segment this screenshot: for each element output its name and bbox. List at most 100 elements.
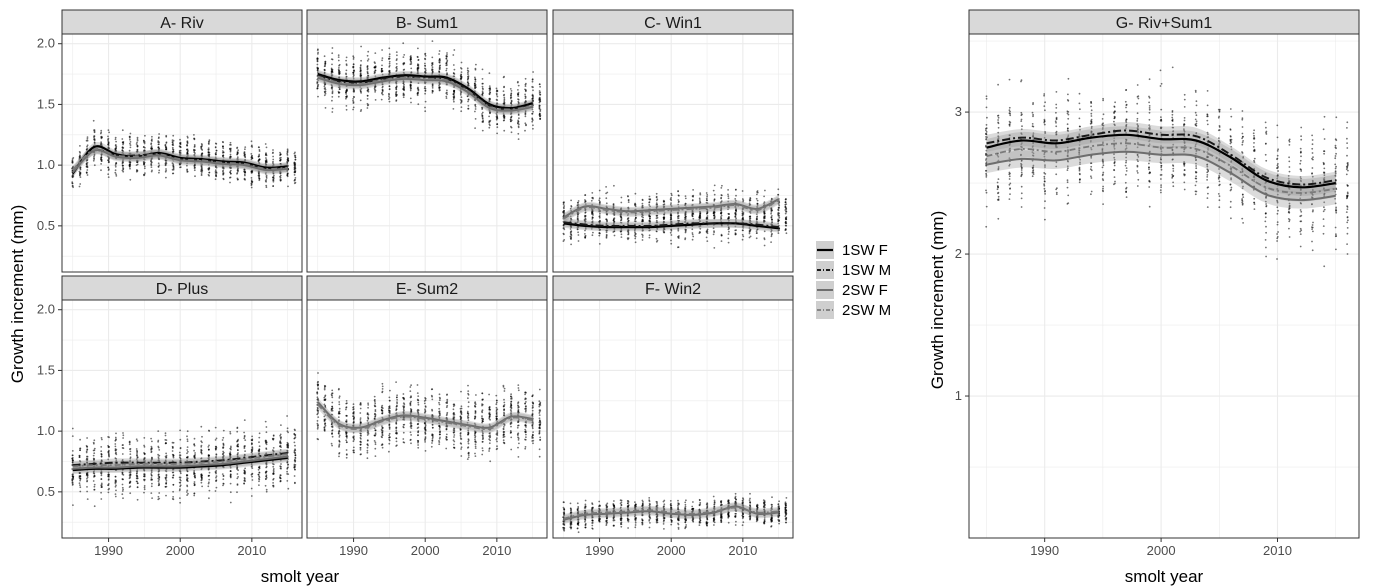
scatter-point: [272, 478, 274, 481]
scatter-point: [86, 164, 88, 167]
scatter-point: [79, 447, 82, 450]
scatter-point: [345, 105, 348, 107]
scatter-point: [279, 160, 282, 162]
scatter-point: [128, 441, 131, 443]
scatter-point: [229, 501, 232, 504]
scatter-point: [108, 131, 110, 134]
scatter-point: [99, 132, 102, 135]
scatter-point: [706, 240, 709, 243]
scatter-point: [122, 478, 124, 481]
scatter-point: [172, 172, 175, 175]
scatter-point: [136, 145, 139, 147]
scatter-point: [635, 216, 637, 219]
scatter-point: [532, 86, 534, 89]
scatter-point: [265, 161, 268, 164]
scatter-point: [438, 61, 441, 64]
scatter-point: [115, 439, 117, 441]
scatter-point: [236, 483, 239, 486]
scatter-point: [229, 470, 232, 472]
scatter-point: [79, 475, 81, 478]
scatter-point: [158, 492, 161, 494]
scatter-point: [129, 456, 132, 459]
scatter-point: [108, 147, 110, 150]
scatter-point: [538, 114, 541, 116]
scatter-point: [114, 144, 117, 146]
scatter-point: [293, 437, 296, 440]
scatter-point: [186, 440, 189, 443]
scatter-point: [453, 68, 456, 71]
scatter-point: [251, 180, 254, 183]
scatter-point: [728, 216, 730, 218]
scatter-point: [627, 199, 630, 202]
scatter-point: [445, 69, 448, 72]
scatter-point: [107, 129, 110, 132]
scatter-point: [78, 454, 81, 457]
scatter-point: [229, 431, 232, 433]
scatter-point: [474, 104, 477, 107]
scatter-point: [524, 122, 527, 125]
scatter-point: [122, 170, 125, 173]
scatter-point: [172, 164, 175, 167]
scatter-point: [179, 497, 181, 499]
scatter-point: [395, 51, 398, 53]
scatter-point: [735, 217, 737, 220]
scatter-point: [502, 94, 505, 97]
scatter-point: [214, 169, 217, 172]
scatter-point: [741, 212, 744, 215]
scatter-point: [755, 197, 758, 200]
scatter-point: [79, 166, 82, 169]
scatter-point: [634, 202, 636, 205]
scatter-point: [136, 139, 139, 142]
scatter-point: [243, 482, 246, 485]
scatter-point: [222, 171, 225, 174]
scatter-point: [244, 445, 246, 447]
scatter-point: [150, 145, 153, 148]
scatter-point: [215, 475, 218, 477]
scatter-point: [331, 52, 334, 55]
scatter-point: [293, 441, 296, 444]
scatter-point: [115, 175, 118, 177]
scatter-point: [438, 89, 441, 92]
scatter-point: [122, 158, 125, 161]
scatter-point: [201, 435, 203, 438]
scatter-point: [388, 55, 391, 58]
scatter-point: [562, 203, 565, 206]
scatter-point: [179, 472, 182, 475]
scatter-point: [229, 476, 232, 479]
scatter-point: [193, 484, 196, 486]
scatter-point: [71, 160, 74, 163]
scatter-point: [627, 233, 630, 235]
scatter-point: [592, 214, 594, 216]
scatter-point: [352, 63, 355, 66]
scatter-point: [532, 71, 534, 73]
scatter-point: [193, 494, 196, 497]
scatter-point: [221, 439, 224, 441]
scatter-point: [93, 164, 96, 167]
scatter-point: [86, 139, 89, 142]
scatter-point: [293, 475, 296, 477]
scatter-point: [286, 148, 289, 151]
scatter-point: [222, 173, 225, 176]
scatter-point: [165, 479, 168, 482]
scatter-point: [713, 184, 716, 187]
scatter-point: [438, 86, 441, 89]
scatter-point: [691, 238, 694, 241]
scatter-point: [229, 153, 232, 156]
scatter-point: [279, 153, 282, 156]
scatter-point: [352, 106, 355, 109]
scatter-point: [670, 234, 673, 236]
scatter-point: [353, 69, 355, 72]
scatter-point: [424, 62, 426, 65]
scatter-point: [570, 199, 572, 202]
scatter-point: [531, 119, 534, 121]
scatter-point: [114, 443, 117, 445]
scatter-point: [157, 473, 160, 476]
scatter-point: [598, 199, 601, 202]
scatter-point: [165, 452, 168, 455]
scatter-point: [720, 234, 723, 237]
scatter-point: [158, 497, 161, 500]
scatter-point: [107, 169, 110, 172]
scatter-point: [670, 215, 673, 217]
scatter-point: [265, 177, 268, 179]
scatter-point: [293, 466, 296, 469]
